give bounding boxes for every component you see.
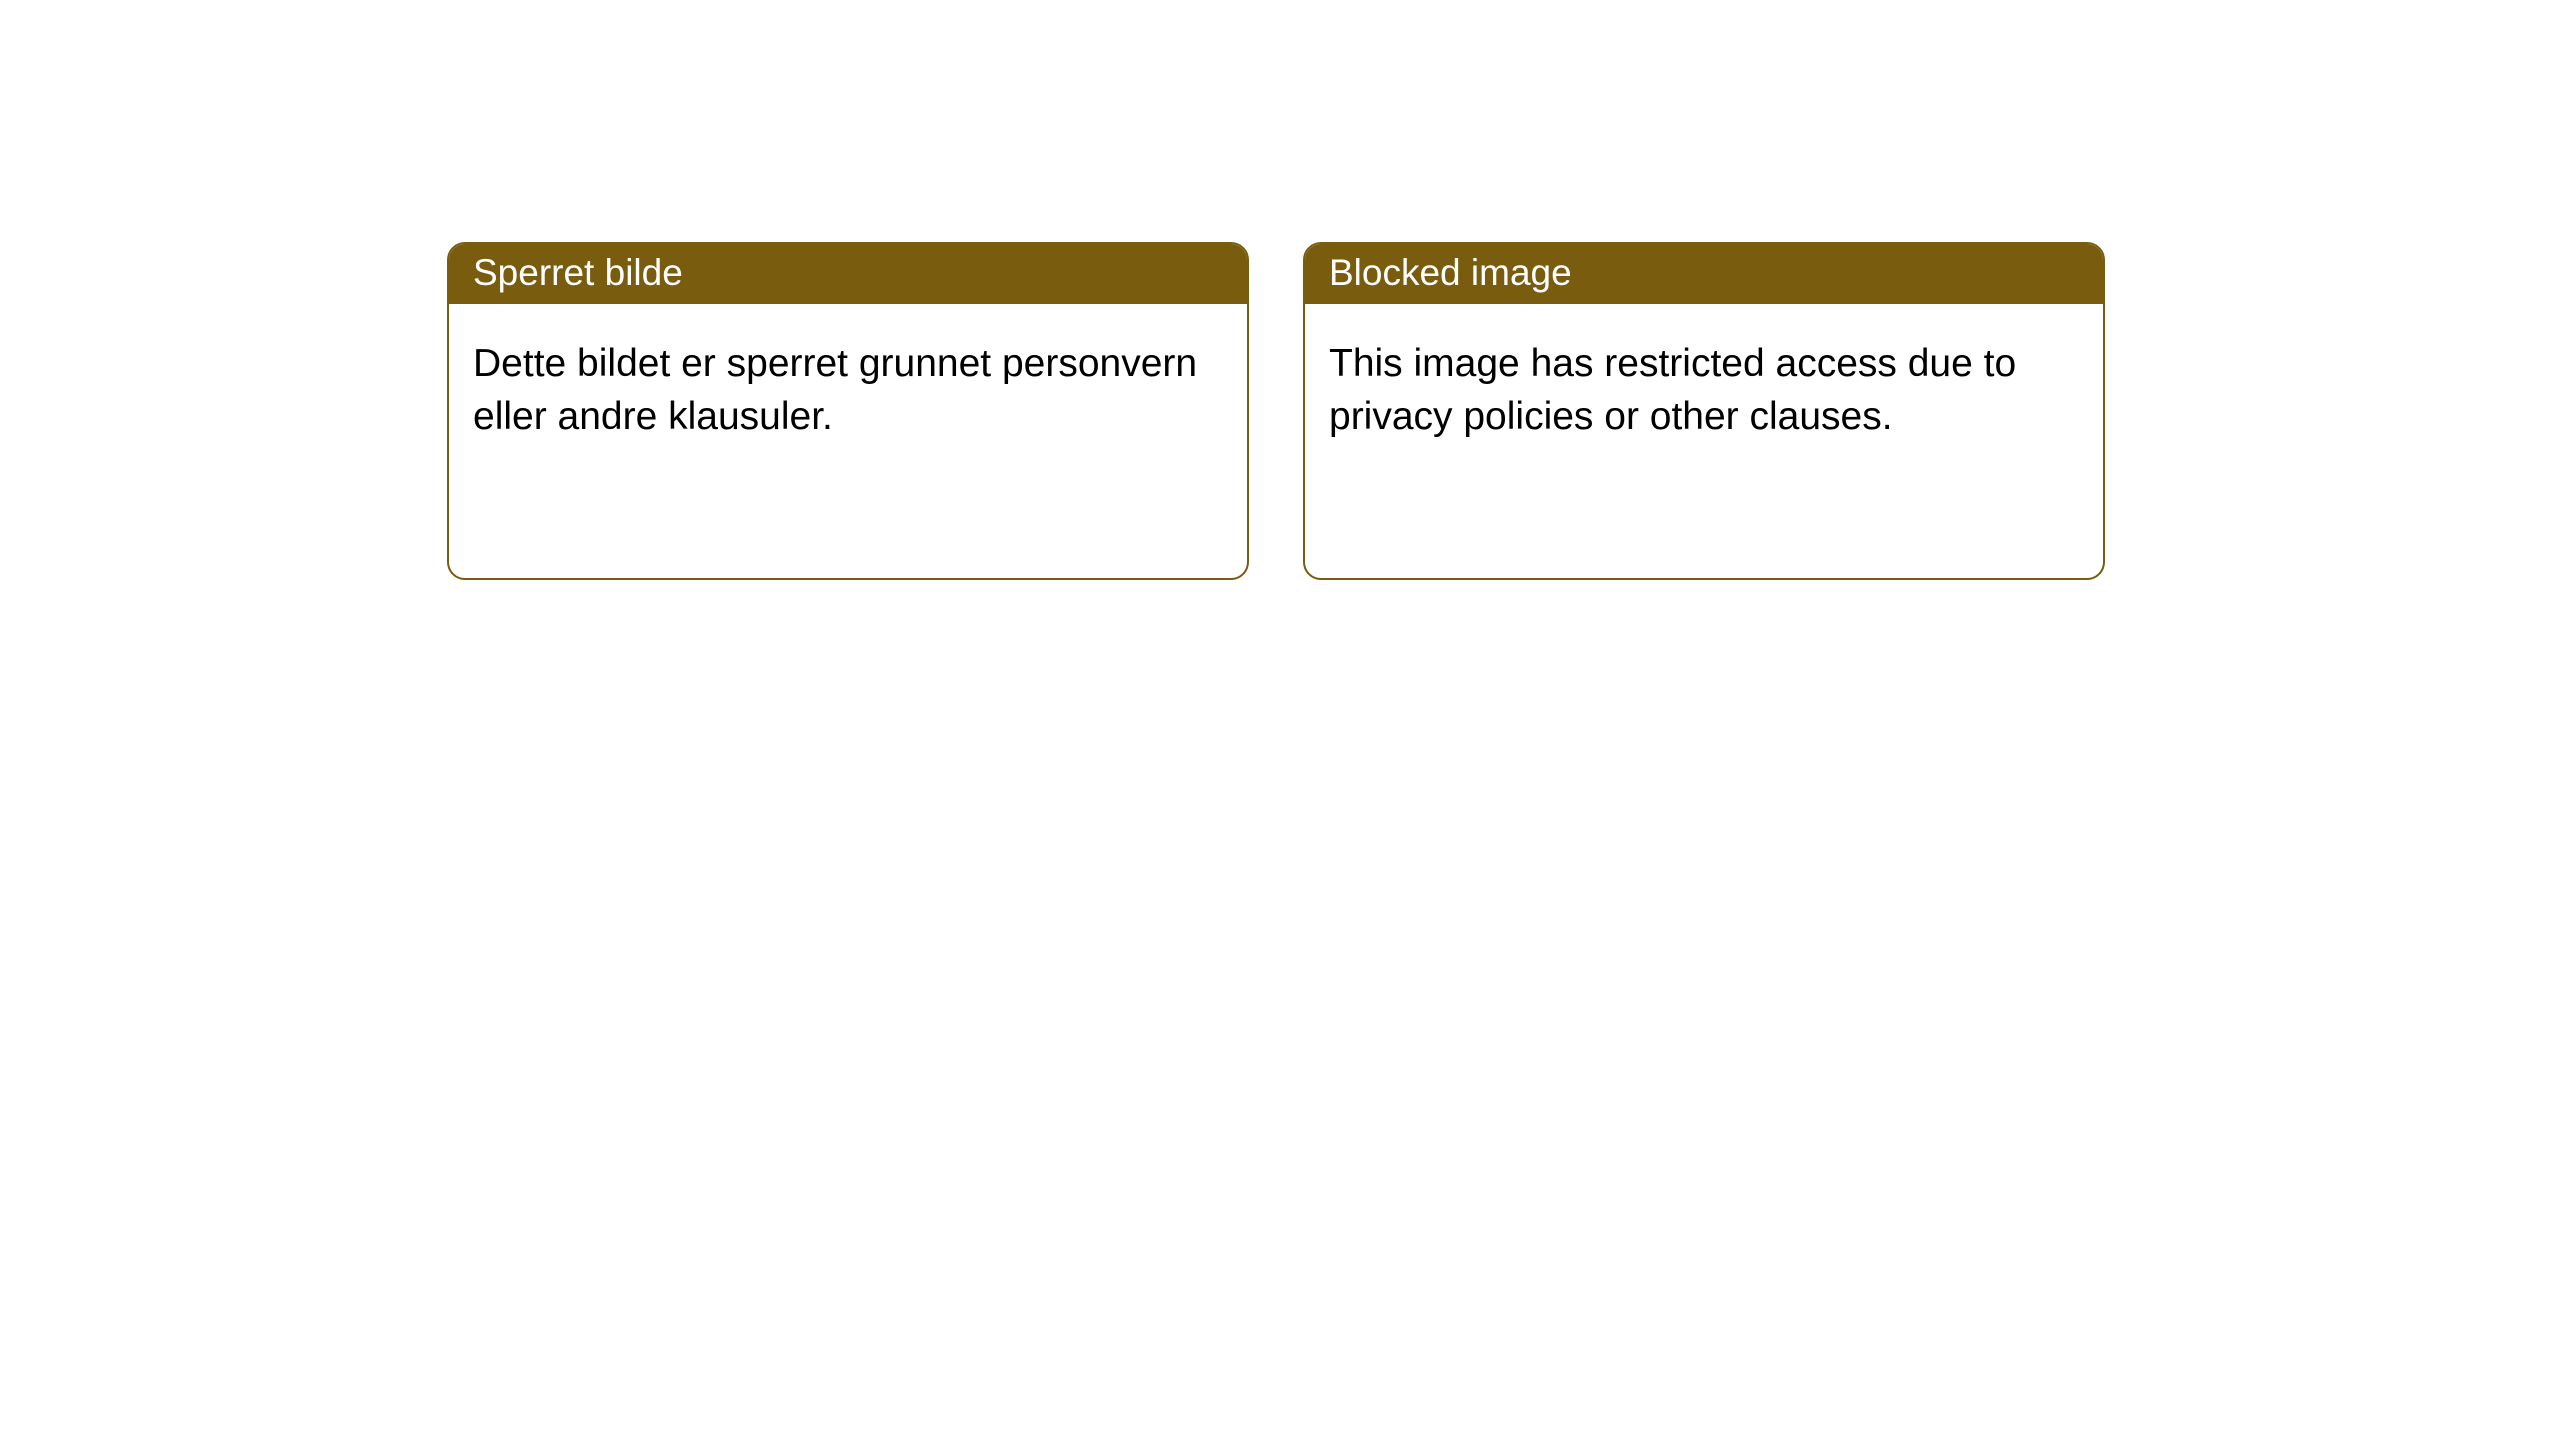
card-header: Blocked image bbox=[1305, 244, 2103, 304]
card-body: Dette bildet er sperret grunnet personve… bbox=[449, 304, 1247, 578]
card-header: Sperret bilde bbox=[449, 244, 1247, 304]
notice-card-norwegian: Sperret bilde Dette bildet er sperret gr… bbox=[447, 242, 1249, 580]
notice-container: Sperret bilde Dette bildet er sperret gr… bbox=[0, 0, 2560, 580]
card-body: This image has restricted access due to … bbox=[1305, 304, 2103, 578]
notice-card-english: Blocked image This image has restricted … bbox=[1303, 242, 2105, 580]
